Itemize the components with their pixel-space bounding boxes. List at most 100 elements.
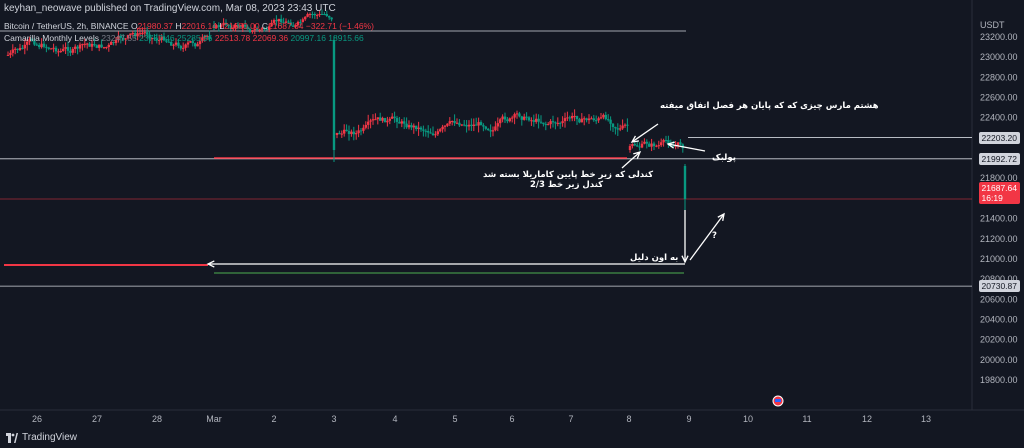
y-tick-label: 22400.00 [980, 113, 1018, 123]
x-tick-label: Mar [206, 414, 222, 424]
price-tag[interactable]: 22203.20 [978, 131, 1020, 144]
symbol-legend[interactable]: Bitcoin / TetherUS, 2h, BINANCE O21980.3… [4, 21, 374, 31]
candle-body [90, 43, 94, 47]
candle-body [311, 14, 314, 15]
candle-body [664, 140, 668, 141]
arrow-pullback-head [666, 141, 675, 149]
candle-body [105, 47, 108, 49]
y-tick-label: 20200.00 [980, 335, 1018, 345]
candle-body [102, 47, 106, 49]
candle-body [410, 125, 413, 128]
candle-body [234, 24, 237, 28]
bar-countdown: 16:19 [981, 192, 1003, 203]
candle-body [364, 124, 367, 128]
candle-body [472, 124, 475, 126]
candle-body [287, 21, 290, 23]
candle-body [100, 44, 103, 48]
y-tick-label: 20800.00 [980, 274, 1018, 284]
annotation-question[interactable]: ? [712, 231, 717, 241]
price-tag[interactable]: 21992.72 [978, 152, 1020, 165]
candle-body [508, 118, 511, 122]
indicator-legend[interactable]: Camarilla Monthly Levels 23247.55 23767.… [4, 33, 364, 43]
candle-body [313, 14, 316, 16]
price-tag[interactable]: 20730.87 [978, 280, 1020, 293]
annotation-march8[interactable]: هشتم مارس چیزی که که پایان هر فصل اتفاق … [660, 101, 879, 111]
candle-body [631, 144, 634, 147]
candle-body [465, 124, 468, 127]
price-tag[interactable]: 21687.64 16:19 [978, 181, 1020, 204]
candle-body [167, 41, 170, 43]
candle-body [395, 117, 399, 122]
indicator-value-4: 22513.78 [214, 33, 251, 43]
candle-body [551, 121, 555, 123]
arrow-march8-head [630, 135, 640, 143]
candle-body [544, 124, 547, 126]
candle-body [284, 21, 288, 23]
symbol-name[interactable]: Bitcoin / TetherUS, 2h, BINANCE [4, 21, 129, 31]
y-tick-label: 21800.00 [980, 173, 1018, 183]
annotation-target[interactable]: به اون دلیل [630, 253, 678, 263]
annotation-candle-close-2[interactable]: کندل زیر خط 2/3 [530, 180, 603, 190]
footer-brand-text: TradingView [22, 432, 78, 443]
indicator-name[interactable]: Camarilla Monthly Levels [4, 33, 99, 43]
candle-body [595, 120, 598, 122]
candle-body [391, 116, 394, 119]
arrow-up-head [717, 212, 725, 221]
x-tick-label: 5 [452, 414, 457, 424]
candle-body [270, 22, 273, 27]
candle-body [563, 118, 567, 122]
close-value: 21687.64 [268, 21, 304, 31]
candle-body [38, 44, 41, 48]
candle-body [357, 130, 360, 134]
candle-body [186, 42, 190, 45]
candle-body [436, 131, 439, 135]
candle-body [403, 121, 406, 124]
candle-body [110, 41, 113, 45]
candle-body [112, 41, 115, 43]
candle-body [683, 166, 687, 199]
candle-body [415, 125, 418, 130]
candle-body [499, 119, 502, 124]
candle-body [206, 36, 209, 38]
candle-body [359, 130, 363, 132]
candle-body [47, 47, 50, 49]
candle-body [129, 33, 132, 36]
candle-body [134, 33, 137, 37]
candle-body [160, 36, 163, 40]
candle-body [95, 45, 98, 48]
annotation-candle-close[interactable]: کندلی که زیر خط پایین کاماریلا بسته شد [483, 170, 653, 180]
candle-body [597, 118, 600, 121]
candle-body [9, 52, 12, 55]
candle-body [150, 37, 154, 39]
candle-body [434, 134, 437, 136]
candle-body [126, 35, 130, 39]
candle-body [350, 131, 353, 135]
candle-body [335, 132, 339, 135]
candle-body [275, 20, 278, 22]
y-tick-label: 19800.00 [980, 375, 1018, 385]
high-value: 22016.14 [181, 21, 217, 31]
candle-body [367, 121, 370, 125]
candle-body [566, 117, 569, 119]
candle-body [379, 117, 382, 121]
candle-body [170, 41, 173, 46]
arrow-march8[interactable] [631, 123, 659, 143]
x-tick-label: 2 [271, 414, 276, 424]
arrow-candle-close[interactable] [621, 151, 641, 169]
arrow-up[interactable] [689, 213, 725, 261]
candle-body [441, 126, 444, 130]
candle-body [482, 125, 485, 127]
currency-label: USDT [980, 20, 1005, 30]
candle-body [62, 48, 65, 51]
candle-body [501, 116, 504, 120]
candle-body [523, 116, 526, 120]
arrow-pullback[interactable] [667, 143, 706, 152]
candle-body [453, 121, 456, 124]
candle-body [16, 48, 19, 51]
news-marker[interactable] [772, 395, 784, 407]
footer-brand[interactable]: TradingView [6, 432, 77, 443]
annotation-pullback[interactable]: پولبک [712, 153, 736, 163]
candle-body [616, 128, 619, 130]
candle-body [203, 36, 206, 38]
